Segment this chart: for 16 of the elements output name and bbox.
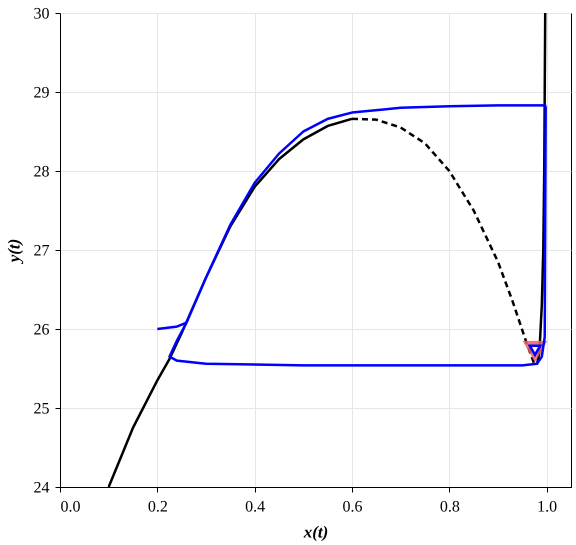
x-tick-label: 0.0 (60, 498, 80, 516)
y-tick-label: 24 (34, 480, 50, 496)
y-tick-label: 27 (34, 242, 50, 260)
y-tick-label: 29 (34, 84, 50, 102)
y-axis-title: y(t) (4, 238, 24, 264)
x-axis-title: x(t) (302, 522, 328, 542)
y-tick-label: 28 (34, 164, 50, 180)
y-tick-label: 25 (34, 400, 50, 418)
x-tick-label: 0.8 (440, 498, 460, 516)
y-tick-label: 30 (34, 6, 50, 22)
x-tick-label: 0.4 (245, 498, 266, 516)
x-tick-label: 0.2 (148, 498, 168, 516)
y-tick-label: 26 (34, 322, 50, 338)
line-series (156, 104, 547, 367)
x-tick-label: 1.0 (537, 498, 558, 516)
x-tick-label: 0.6 (342, 498, 362, 516)
